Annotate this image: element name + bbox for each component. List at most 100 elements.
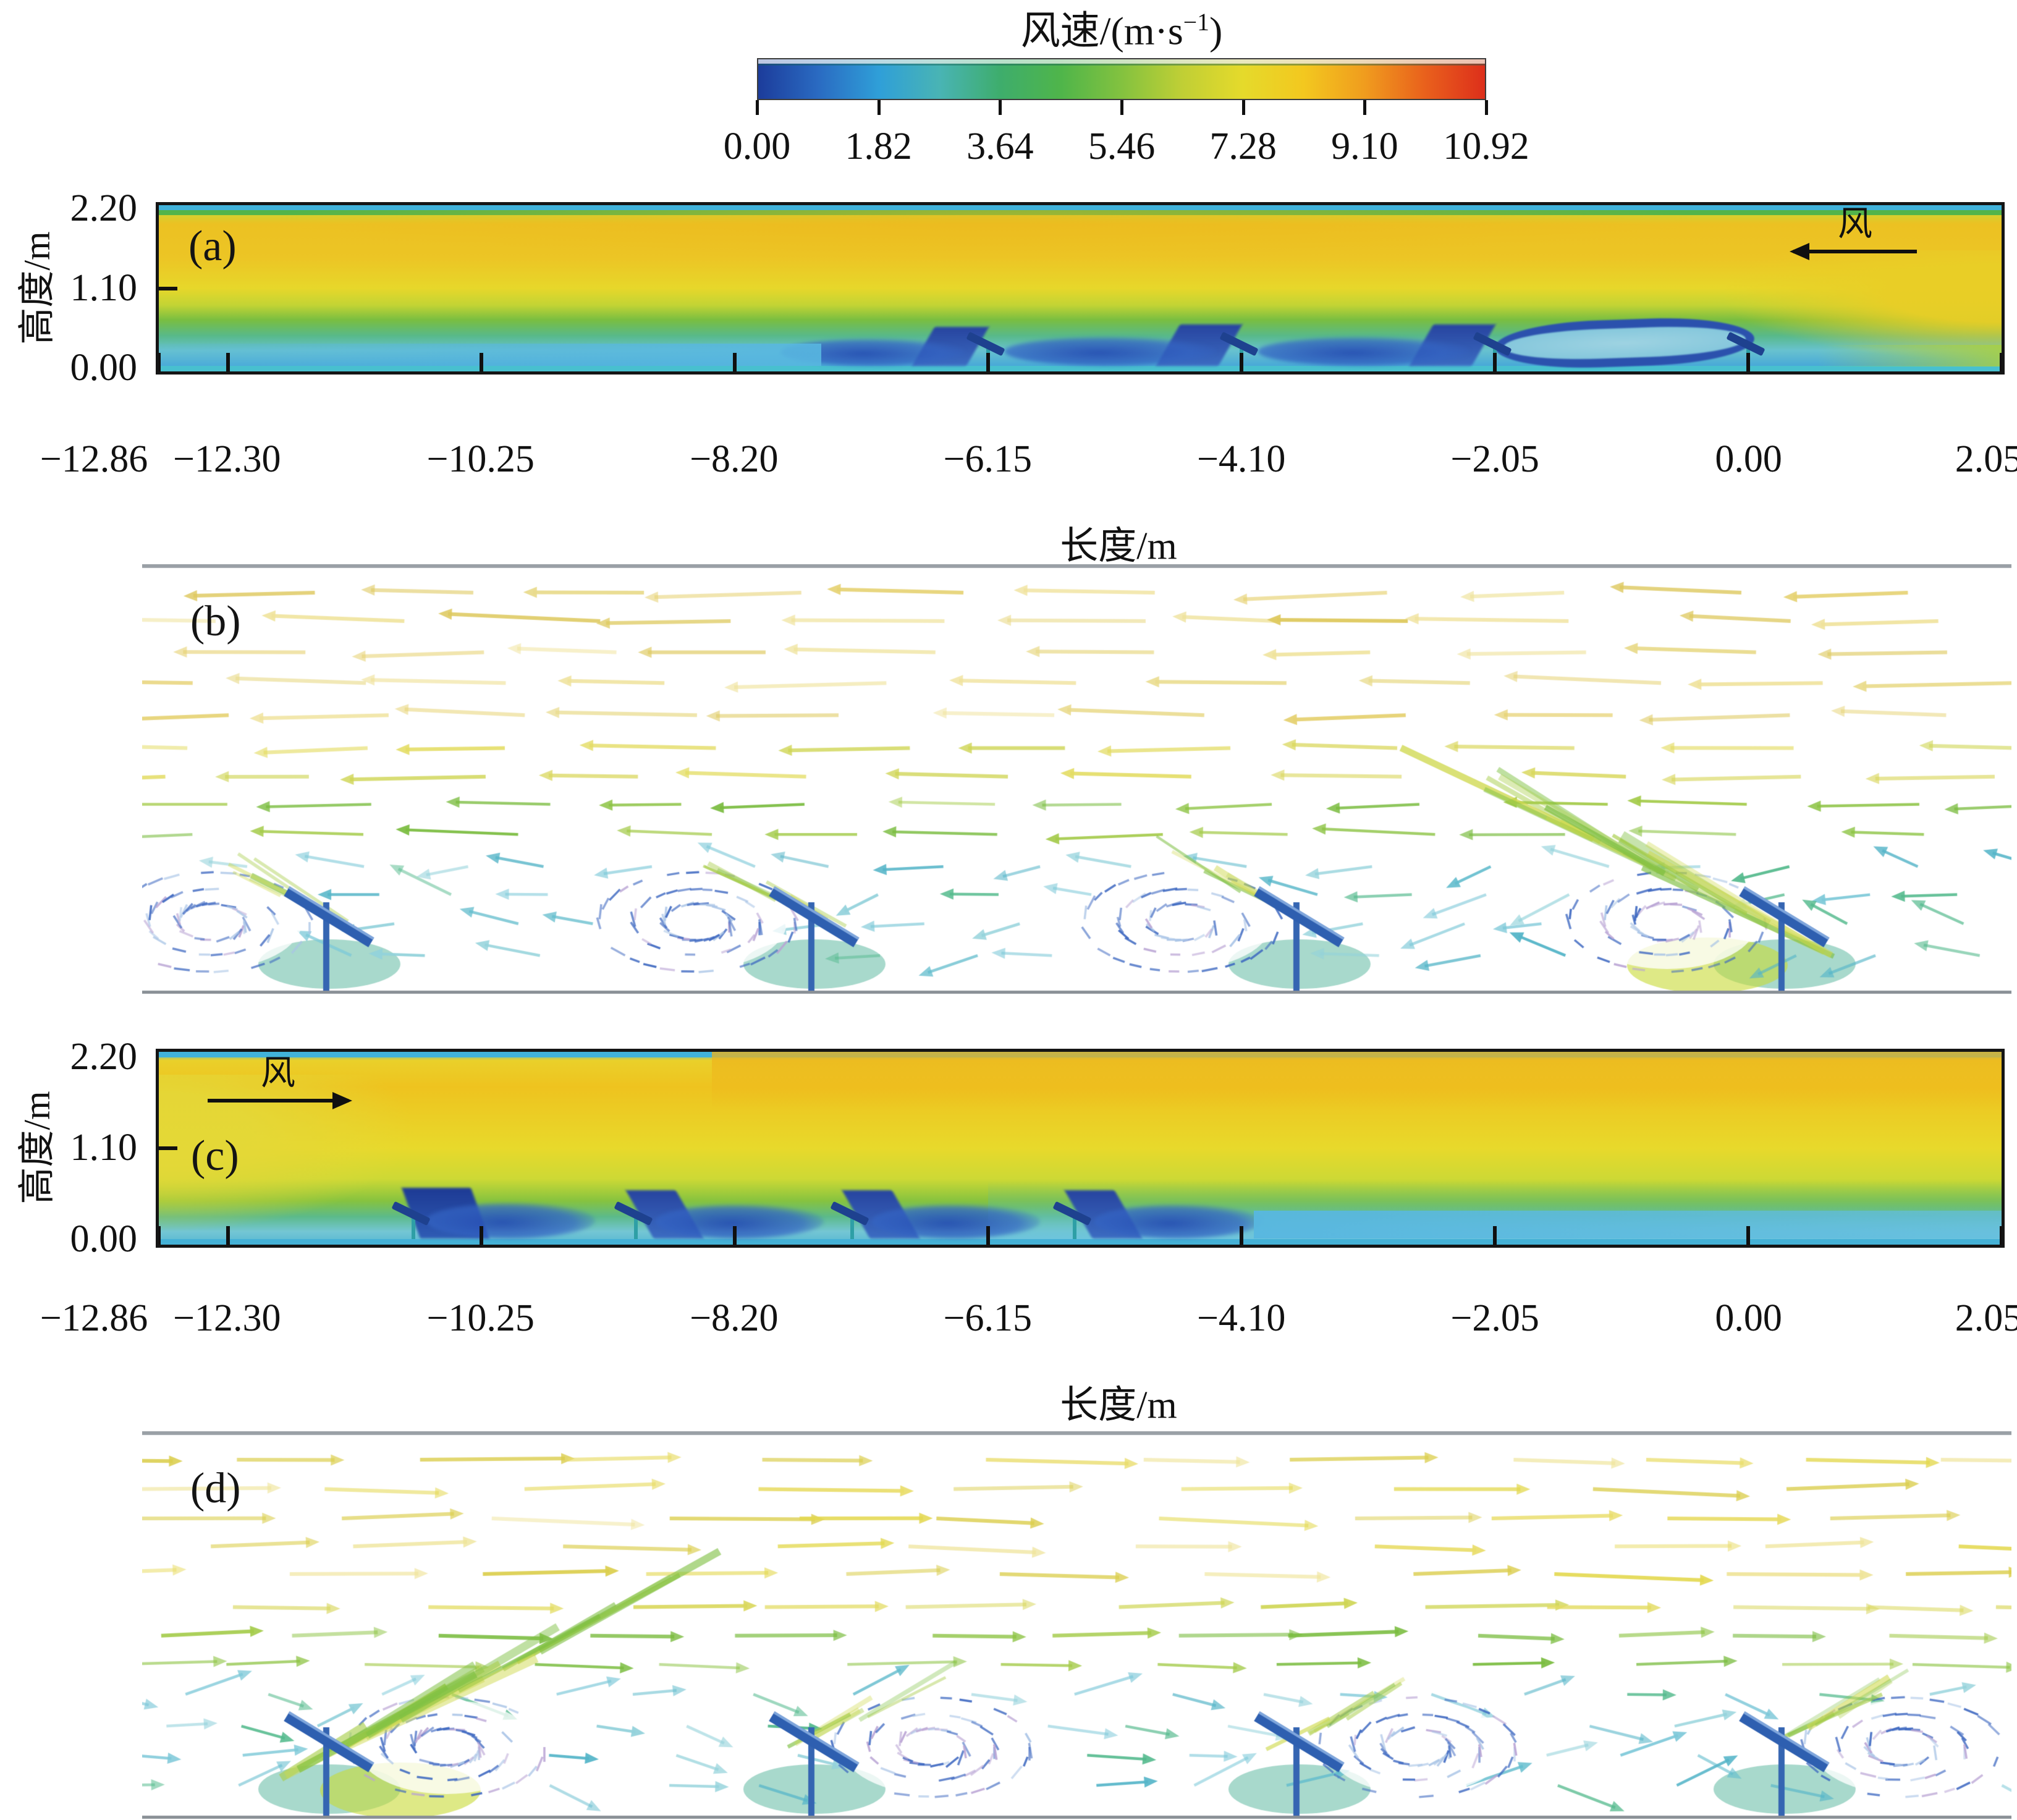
x-axis-title: 长度/m bbox=[1060, 1384, 1177, 1426]
colorbar-tick-label: 9.10 bbox=[1331, 125, 1398, 167]
x-axis-inner-tick bbox=[2000, 1226, 2002, 1245]
x-axis-inner-tick bbox=[986, 1226, 990, 1245]
wind-annotation-a: 风 bbox=[1778, 205, 1932, 260]
colorbar-tick-mark bbox=[1120, 100, 1123, 115]
colorbar-tick-mark bbox=[756, 100, 759, 115]
high-speed-upper-layer bbox=[711, 1052, 2002, 1122]
x-axis-title: 长度/m bbox=[1060, 525, 1177, 567]
x-tick-label: −4.10 bbox=[1196, 1297, 1286, 1339]
x-axis-inner-tick bbox=[480, 353, 484, 371]
panel-wake-region bbox=[994, 324, 1243, 366]
vector-field-canvas-d bbox=[142, 1431, 2011, 1820]
x-axis-inner-tick bbox=[732, 353, 737, 371]
x-tick-label: −12.86 bbox=[40, 1297, 148, 1339]
collector-post bbox=[412, 1214, 416, 1239]
x-tick-label: −8.20 bbox=[690, 1297, 779, 1339]
colorbar-tick-mark bbox=[999, 100, 1002, 115]
collector-post bbox=[1073, 1214, 1077, 1239]
x-axis-inner-tick bbox=[1239, 353, 1243, 371]
x-tick-label: −12.30 bbox=[173, 438, 281, 480]
panel-wake-region bbox=[842, 1190, 1044, 1239]
x-tick-label: −6.15 bbox=[943, 1297, 1032, 1339]
x-axis-tick-labels: −12.86 −12.30 −10.25 −8.20 −6.15 −4.10 −2.05 0.… bbox=[40, 1297, 2017, 1346]
x-tick-label: −10.25 bbox=[426, 438, 535, 480]
colorbar-title: 风速/(m·s−1) bbox=[813, 0, 1431, 53]
panel-label-c: (c) bbox=[191, 1132, 239, 1180]
vector-field-plot-d: (d) bbox=[142, 1431, 2011, 1820]
bottom-edge-strip bbox=[159, 1239, 2002, 1245]
collector-post bbox=[850, 1214, 855, 1239]
colorbar-tick-labels: 0.00 1.82 3.64 5.46 7.28 9.10 10.92 bbox=[724, 125, 1529, 172]
wind-label: 风 bbox=[1838, 205, 1872, 243]
colorbar-tick-label: 5.46 bbox=[1088, 125, 1156, 167]
y-axis-inner-tick bbox=[159, 286, 177, 290]
y-tick-label: 1.10 bbox=[70, 267, 138, 309]
x-tick-label: −12.30 bbox=[173, 1297, 281, 1339]
colorbar-title-superscript: −1 bbox=[1183, 9, 1209, 36]
colorbar-tick-label: 0.00 bbox=[723, 125, 791, 167]
colorbar-tick-label: 7.28 bbox=[1209, 125, 1277, 167]
colorbar-tick-mark bbox=[1241, 100, 1245, 115]
entrance-ground-flow bbox=[1817, 344, 2002, 366]
colorbar-tick-label: 10.92 bbox=[1443, 125, 1529, 167]
x-axis-inner-tick bbox=[2000, 353, 2002, 371]
entrance-flow-region bbox=[1725, 250, 2002, 360]
panel-label-d: (d) bbox=[190, 1465, 241, 1512]
y-tick-label: 2.20 bbox=[70, 187, 138, 229]
x-axis-inner-tick bbox=[1492, 1226, 1497, 1245]
x-tick-label: −2.05 bbox=[1450, 1297, 1539, 1339]
high-speed-upper-layer bbox=[269, 210, 1707, 260]
x-axis-tick-labels: −12.86 −12.30 −10.25 −8.20 −6.15 −4.10 −2.05 0.… bbox=[40, 438, 2017, 487]
decaying-wake-band bbox=[159, 343, 822, 366]
x-tick-label: −4.10 bbox=[1196, 438, 1286, 480]
collector-post bbox=[634, 1214, 638, 1239]
x-tick-label: −12.86 bbox=[40, 438, 148, 480]
wind-arrow-right-icon bbox=[208, 1092, 352, 1109]
colorbar-tick-mark bbox=[877, 100, 881, 115]
x-axis-inner-tick bbox=[226, 1226, 230, 1245]
wind-arrow-left-icon bbox=[1790, 243, 1917, 260]
x-axis-inner-tick bbox=[159, 353, 161, 371]
colorbar-tick-label: 1.82 bbox=[845, 125, 912, 167]
x-axis-inner-tick bbox=[732, 1226, 737, 1245]
colorbar-title-text: 风速/(m·s bbox=[1020, 9, 1183, 53]
contour-plot-c: (c) 风 bbox=[156, 1049, 2005, 1248]
x-axis-inner-tick bbox=[159, 1226, 161, 1245]
x-axis-inner-tick bbox=[1746, 1226, 1750, 1245]
panel-label-a: (a) bbox=[188, 222, 237, 270]
x-axis-inner-tick bbox=[480, 1226, 484, 1245]
x-axis-inner-tick bbox=[1746, 353, 1750, 371]
x-axis-inner-tick bbox=[1492, 353, 1497, 371]
panel-wake-region bbox=[1064, 1190, 1266, 1239]
x-axis-inner-tick bbox=[986, 353, 990, 371]
x-tick-label: −8.20 bbox=[690, 438, 779, 480]
vector-field-canvas-b bbox=[142, 564, 2011, 995]
y-axis-title: 高度/m bbox=[17, 1091, 57, 1204]
x-tick-label: −6.15 bbox=[943, 438, 1032, 480]
x-tick-label: 0.00 bbox=[1715, 1297, 1782, 1339]
x-tick-label: 2.05 bbox=[1955, 438, 2017, 480]
x-axis-inner-tick bbox=[1239, 1226, 1243, 1245]
colorbar-tick-label: 3.64 bbox=[966, 125, 1034, 167]
panel-wake-region bbox=[1248, 324, 1496, 366]
colorbar-tick-mark bbox=[1485, 100, 1488, 115]
colorbar-gradient bbox=[757, 58, 1486, 100]
colorbar-title-suffix: ) bbox=[1209, 9, 1223, 53]
decaying-wake-band bbox=[1253, 1210, 2002, 1239]
y-axis-inner-tick bbox=[159, 1146, 177, 1150]
panel-wake-region bbox=[402, 1187, 599, 1239]
contour-plot-a: (a) 风 bbox=[156, 202, 2005, 375]
x-tick-label: 0.00 bbox=[1715, 438, 1782, 480]
x-tick-label: −2.05 bbox=[1450, 438, 1539, 480]
vector-field-plot-b: (b) bbox=[142, 564, 2011, 995]
x-tick-label: −10.25 bbox=[426, 1297, 535, 1339]
y-axis-title: 高度/m bbox=[17, 231, 57, 345]
y-tick-label: 0.00 bbox=[70, 1218, 138, 1260]
wind-annotation-c: 风 bbox=[201, 1054, 355, 1109]
panel-label-b: (b) bbox=[190, 598, 241, 645]
bottom-edge-strip bbox=[159, 366, 2002, 371]
wind-label: 风 bbox=[261, 1054, 295, 1093]
y-tick-label: 1.10 bbox=[70, 1127, 138, 1169]
x-axis-inner-tick bbox=[226, 353, 230, 371]
